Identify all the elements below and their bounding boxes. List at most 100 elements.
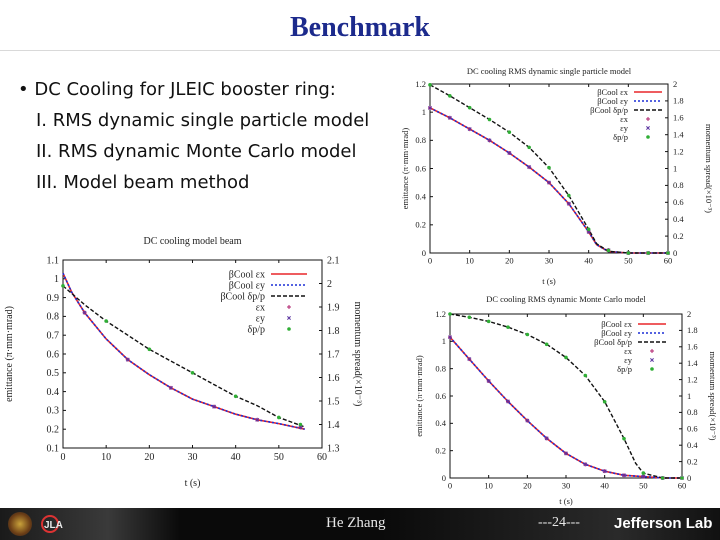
data-point [527, 145, 531, 150]
data-point [298, 422, 303, 427]
data-point [487, 138, 492, 143]
x-tick-label: 30 [545, 256, 554, 266]
data-point [547, 165, 551, 170]
x-tick-label: 50 [274, 452, 284, 463]
data-point [486, 379, 491, 383]
jla-logo-text: JLA [44, 520, 63, 531]
x-tick-label: 20 [523, 481, 532, 491]
x-tick-label: 0 [428, 256, 432, 266]
legend-swatch [646, 135, 650, 139]
legend-label: βCool δp/p [594, 337, 632, 347]
data-point [61, 284, 65, 288]
legend-swatch [646, 126, 650, 130]
y2-tick-label: 0.2 [687, 456, 698, 466]
y2-axis-label: momentum spread(×10⁻³) [708, 351, 718, 440]
data-point [447, 115, 452, 120]
x-tick-label: 30 [562, 481, 571, 491]
y2-tick-label: 1.8 [673, 96, 684, 106]
x-tick-label: 10 [465, 256, 474, 266]
chart-model-beam: DC cooling model beam 0 10 20 30 40 50 60 0.1 0.2… [0, 232, 375, 490]
y2-tick-label: 0.8 [687, 407, 698, 417]
y2-tick-label: 0.8 [673, 180, 684, 190]
legend-label: βCool εy [601, 328, 633, 338]
legend-label: δp/p [613, 132, 628, 142]
x-tick-label: 60 [317, 452, 327, 463]
data-point [277, 415, 281, 420]
data-point [448, 94, 452, 98]
bullet-item-1: I. RMS dynamic single particle model [36, 110, 370, 131]
bullet-list: • DC Cooling for JLEIC booster ring: I. … [18, 74, 369, 198]
data-point [212, 404, 217, 409]
y-tick-label: 1 [442, 336, 446, 346]
data-point [641, 474, 646, 479]
y2-tick-label: 1.2 [673, 146, 684, 156]
footer-ribbon-right [380, 508, 720, 540]
chart-svg: DC cooling RMS dynamic single particle m… [400, 66, 714, 286]
y2-tick-label: 1.5 [327, 396, 340, 407]
data-point [547, 180, 551, 185]
y2-tick-label: 2.1 [327, 255, 340, 266]
data-point [525, 332, 530, 337]
footer-author: He Zhang [326, 515, 386, 531]
data-point [506, 325, 510, 329]
legend-swatch [650, 358, 654, 362]
y2-tick-label: 1.8 [327, 326, 340, 337]
y-tick-label: 0.9 [47, 293, 60, 304]
data-point [666, 251, 670, 255]
data-point [255, 417, 260, 422]
series-line-2 [62, 285, 305, 428]
x-tick-label: 50 [624, 256, 633, 266]
data-point [298, 425, 303, 430]
data-point [564, 355, 568, 360]
y2-tick-label: 1 [687, 391, 691, 401]
legend-swatch [287, 327, 291, 331]
data-point [506, 399, 510, 404]
y-tick-label: 0.3 [47, 406, 60, 417]
series-line-0 [429, 107, 668, 254]
y-tick-label: 1.2 [415, 79, 426, 89]
data-point [544, 342, 549, 347]
y2-tick-label: 1.2 [687, 374, 698, 384]
chart-single-particle: DC cooling RMS dynamic single particle m… [398, 62, 720, 288]
chart-svg: DC cooling model beam 0 10 20 30 40 50 60 0.1 0.2… [4, 236, 363, 489]
y-tick-label: 0.2 [47, 425, 60, 436]
legend-swatch [650, 349, 654, 353]
data-point [626, 251, 631, 255]
legend-label: δp/p [248, 324, 266, 335]
data-point [486, 319, 491, 324]
legend-label: δp/p [617, 364, 632, 374]
x-tick-label: 10 [101, 452, 111, 463]
legend-label: βCool εx [601, 319, 633, 329]
footer-bar: JLA He Zhang ---24--- Jefferson Lab [0, 508, 720, 540]
y-tick-label: 0.5 [47, 368, 60, 379]
data-point [104, 319, 108, 323]
legend-label: εx [256, 302, 265, 313]
y2-tick-label: 1.4 [673, 130, 684, 140]
data-point [467, 357, 472, 362]
data-point [660, 476, 665, 480]
y2-tick-label: 1.8 [687, 325, 698, 335]
y-axis-label: emittance (π·mm·mrad) [400, 128, 410, 210]
legend-swatch [287, 316, 291, 320]
data-point [147, 347, 152, 352]
data-point [168, 385, 173, 390]
y-tick-label: 0.8 [435, 364, 446, 374]
data-point [82, 310, 87, 315]
y2-tick-label: 2 [327, 279, 332, 290]
data-point [583, 462, 588, 467]
x-axis-label: t (s) [559, 496, 573, 506]
y-tick-label: 0.4 [415, 192, 426, 202]
data-point [467, 127, 472, 132]
x-tick-label: 10 [484, 481, 493, 491]
slide-title: Benchmark [290, 12, 430, 43]
data-point [680, 476, 684, 480]
data-point [507, 151, 512, 155]
x-axis-label: t (s) [542, 276, 556, 286]
data-point [567, 193, 571, 198]
y-tick-label: 1.1 [47, 255, 60, 266]
data-point [646, 251, 650, 255]
title-divider [0, 50, 720, 51]
x-tick-label: 20 [144, 452, 154, 463]
x-tick-label: 0 [448, 481, 452, 491]
